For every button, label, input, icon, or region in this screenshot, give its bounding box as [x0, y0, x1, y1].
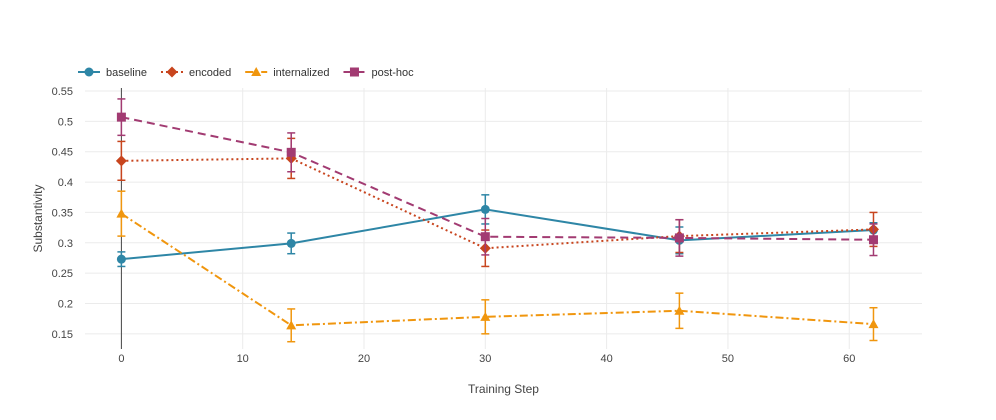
legend-item-encoded[interactable]: encoded [160, 66, 231, 80]
baseline-point [480, 204, 490, 214]
post-hoc-point [674, 233, 684, 243]
baseline-line [121, 208, 874, 261]
series [115, 98, 879, 343]
y-tick-label: 0.3 [58, 238, 73, 250]
internalized-point [286, 320, 297, 330]
encoded-point [115, 155, 127, 167]
y-tick-label: 0.15 [52, 329, 73, 341]
series-post-hoc [116, 98, 878, 257]
y-tick-label: 0.5 [58, 116, 73, 128]
legend-label: internalized [273, 67, 329, 79]
series-encoded [115, 137, 879, 268]
x-tick-label: 50 [722, 353, 734, 365]
internalized-line [120, 212, 874, 327]
y-tick-labels: 0.15 0.2 0.25 0.3 0.35 0.4 0.45 0.5 0.55 [52, 86, 73, 341]
x-tick-label: 20 [358, 353, 370, 365]
post-hoc-point [480, 232, 490, 242]
y-axis-title: Substantivity [31, 184, 45, 252]
post-hoc-point [286, 147, 296, 157]
y-tick-label: 0.35 [52, 207, 73, 219]
legend-label: baseline [106, 67, 147, 79]
baseline-point [286, 238, 296, 248]
y-tick-label: 0.55 [52, 86, 73, 98]
x-tick-label: 60 [843, 353, 855, 365]
internalized-point [116, 208, 127, 218]
x-tick-labels: 0 10 20 30 40 50 60 [118, 353, 855, 365]
encoded-line [121, 157, 874, 250]
legend[interactable]: baseline encoded internalized post-hoc [78, 66, 414, 80]
x-tick-label: 40 [600, 353, 612, 365]
post-hoc-line [121, 116, 874, 241]
internalized-point [480, 311, 491, 321]
legend-swatch-marker [251, 67, 262, 76]
baseline-point [116, 254, 126, 264]
y-tick-label: 0.25 [52, 268, 73, 280]
x-tick-label: 30 [479, 353, 491, 365]
post-hoc-point [868, 235, 878, 245]
x-tick-label: 10 [237, 353, 249, 365]
y-tick-label: 0.45 [52, 147, 73, 159]
grid [85, 88, 922, 349]
legend-item-post-hoc[interactable]: post-hoc [343, 67, 414, 79]
legend-label: encoded [189, 67, 231, 79]
y-tick-label: 0.2 [58, 298, 73, 310]
x-tick-label: 0 [118, 353, 124, 365]
legend-swatch-marker [349, 67, 359, 77]
y-tick-label: 0.4 [58, 177, 73, 189]
legend-item-baseline[interactable]: baseline [78, 67, 147, 79]
post-hoc-point [116, 112, 126, 122]
internalized-point [674, 305, 685, 315]
legend-swatch-marker [84, 67, 94, 77]
series-internalized [116, 190, 879, 343]
series-baseline [116, 194, 878, 268]
legend-item-internalized[interactable]: internalized [245, 67, 329, 79]
legend-label: post-hoc [371, 67, 414, 79]
internalized-point [868, 319, 879, 329]
legend-swatch-marker [166, 66, 178, 78]
x-axis-title: Training Step [468, 382, 539, 396]
